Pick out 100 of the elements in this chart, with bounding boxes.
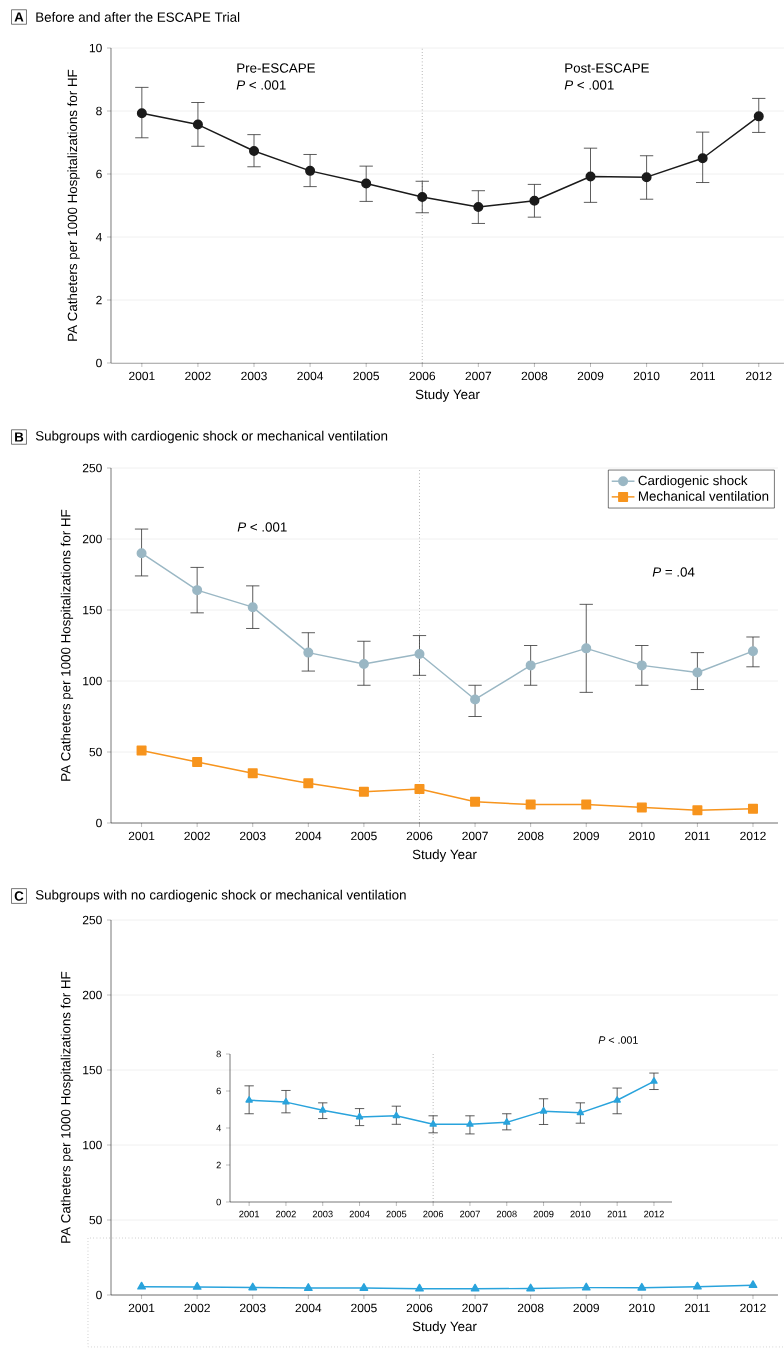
point (355, 1112, 364, 1120)
y-tick-label: 6 (96, 169, 102, 179)
x-tick-label: 2004 (297, 371, 324, 381)
annotation: P < .001 (237, 522, 287, 532)
x-tick-label: 2012 (746, 371, 772, 381)
x-tick-label: 2008 (517, 831, 544, 841)
point (585, 171, 596, 182)
x-tick-label: 2008 (521, 371, 548, 381)
x-tick-label: 2011 (690, 371, 715, 381)
x-tick-label: 2003 (312, 1210, 333, 1218)
x-tick-label: 2002 (184, 1303, 210, 1313)
x-tick-label: 2004 (349, 1210, 370, 1218)
point (466, 1120, 474, 1127)
point (525, 660, 536, 671)
x-tick-label: 2005 (353, 371, 380, 381)
y-tick-label: 2 (216, 1161, 221, 1169)
point (136, 745, 147, 756)
x-tick-label: 2010 (629, 831, 655, 841)
point (692, 667, 703, 678)
y-tick-label: 250 (82, 915, 102, 925)
y-tick-label: 100 (83, 676, 102, 686)
y-tick-label: 200 (82, 534, 102, 544)
point (247, 768, 258, 779)
x-tick-label: 2008 (517, 1303, 544, 1313)
annotation: Post-ESCAPE (565, 63, 649, 73)
chart-title: Before and after the ESCAPE Trial (36, 12, 240, 22)
text: A (14, 12, 24, 22)
y-axis-title: PA Catheters per 1000 Hospitalizations for HF (67, 69, 80, 341)
point (581, 799, 592, 810)
y-tick-label: 0 (96, 818, 102, 828)
point (136, 108, 147, 119)
annotation: Pre-ESCAPE (237, 63, 315, 73)
y-tick-label: 100 (83, 1140, 102, 1150)
x-tick-label: 2010 (570, 1210, 591, 1218)
x-tick-label: 2010 (629, 1303, 655, 1313)
x-tick-label: 2002 (276, 1210, 296, 1218)
chart-title: Subgroups with cardiogenic shock or mechanical ventilation (35, 430, 388, 444)
point (414, 649, 425, 660)
point (282, 1097, 290, 1105)
x-tick-label: 2009 (573, 1303, 600, 1313)
x-tick-label: 2007 (460, 1210, 480, 1218)
point (361, 178, 372, 189)
text: C (14, 891, 24, 901)
point (539, 1106, 548, 1114)
y-tick-label: 6 (216, 1087, 221, 1095)
x-tick-label: 2008 (496, 1210, 517, 1218)
x-tick-label: 2005 (351, 831, 377, 841)
y-tick-label: 2 (96, 295, 102, 305)
y-tick-label: 0 (96, 1290, 102, 1300)
x-tick-label: 2002 (184, 831, 210, 841)
x-tick-label: 2004 (295, 831, 322, 841)
y-tick-label: 150 (83, 605, 102, 615)
y-tick-label: 0 (216, 1198, 221, 1206)
point (192, 585, 203, 596)
annotation: P < .001 (564, 80, 614, 90)
x-tick-label: 2007 (462, 1303, 488, 1313)
x-tick-label: 2007 (462, 831, 488, 841)
x-tick-label: 2005 (386, 1210, 407, 1218)
point (697, 153, 708, 164)
x-tick-label: 2006 (423, 1210, 444, 1218)
y-axis-title: PA Catheters per 1000 Hospitalizations for HF (60, 509, 74, 781)
x-tick-label: 2001 (128, 831, 155, 841)
point (636, 660, 647, 671)
point (470, 694, 481, 705)
point (305, 165, 316, 176)
annotation: P = .04 (652, 567, 695, 577)
annotation: P < .001 (598, 1036, 638, 1044)
y-tick-label: 150 (83, 1065, 102, 1075)
point (192, 756, 203, 767)
x-tick-label: 2006 (406, 831, 433, 841)
x-tick-label: 2001 (129, 371, 155, 381)
x-axis-title: Study Year (412, 849, 477, 862)
y-tick-label: 4 (95, 232, 102, 242)
x-tick-label: 2001 (128, 1303, 155, 1313)
point (747, 646, 758, 657)
y-axis-title: PA Catheters per 1000 Hospitalizations for HF (60, 971, 74, 1243)
x-tick-label: 2006 (409, 371, 436, 381)
y-tick-label: 4 (216, 1124, 222, 1132)
x-tick-label: 2003 (240, 831, 266, 841)
point (136, 548, 147, 559)
point (249, 146, 260, 157)
point (576, 1108, 585, 1116)
point (303, 778, 314, 789)
point (414, 783, 425, 794)
y-tick-label: 8 (216, 1050, 221, 1058)
point (247, 602, 258, 613)
x-tick-label: 2003 (240, 1303, 266, 1313)
point (747, 803, 758, 814)
x-tick-label: 2004 (295, 1303, 322, 1313)
point (358, 786, 369, 797)
point (525, 799, 536, 810)
y-tick-label: 50 (89, 1215, 102, 1225)
legend-label: Mechanical ventilation (638, 491, 769, 501)
y-tick-label: 50 (89, 747, 102, 757)
point (581, 643, 592, 654)
point (692, 805, 703, 816)
point (192, 119, 203, 130)
point (753, 111, 764, 122)
x-axis-title: Study Year (412, 1321, 477, 1334)
x-tick-label: 2002 (185, 371, 211, 381)
